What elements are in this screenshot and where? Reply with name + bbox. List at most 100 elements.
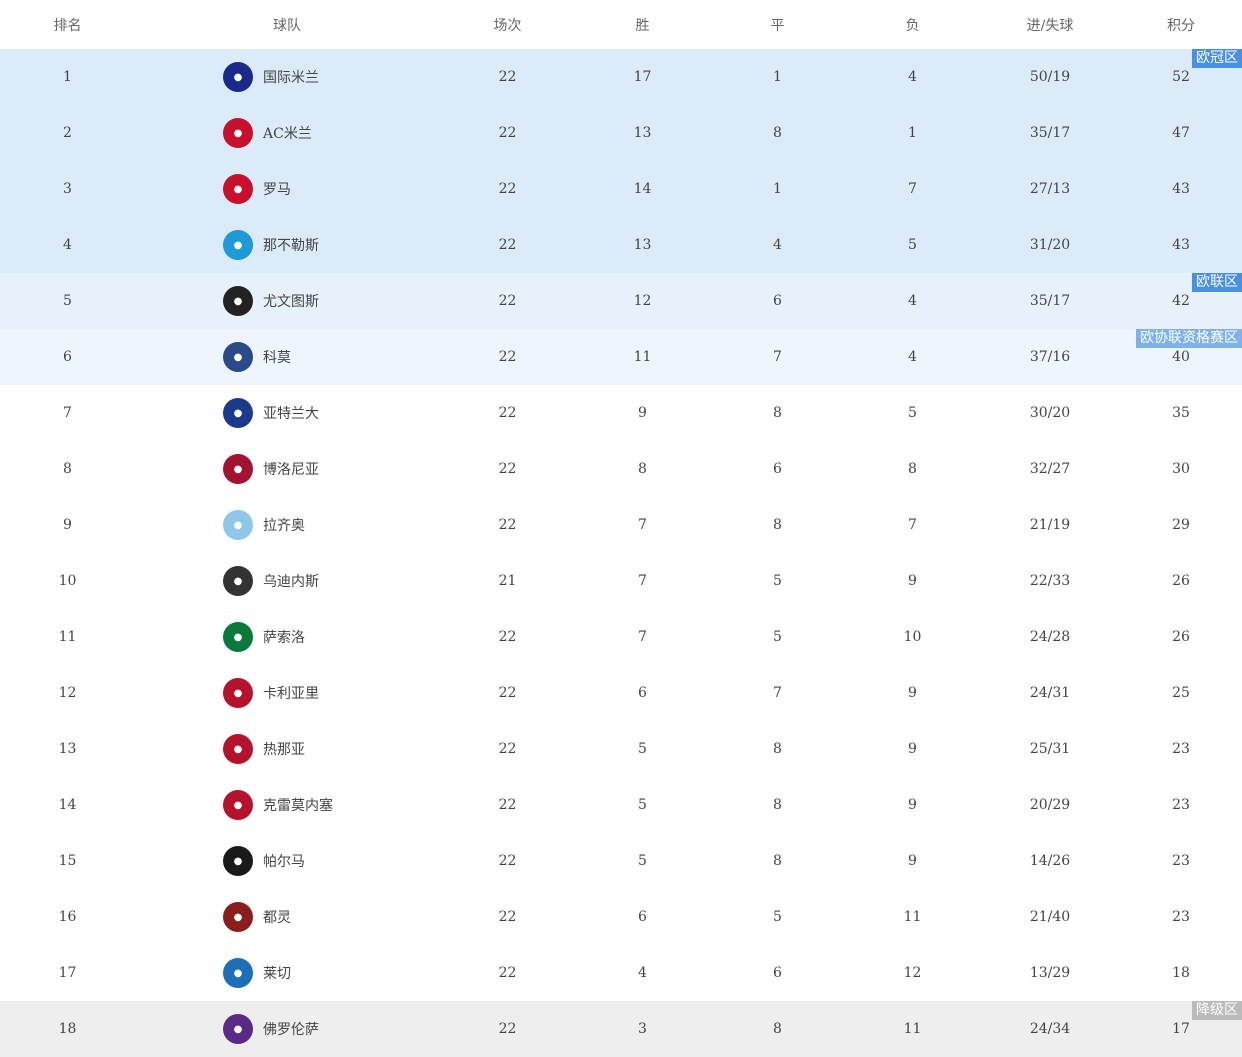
goals: 25/31 [1029, 741, 1071, 757]
rank: 17 [58, 965, 77, 981]
team-name: 卡利亚里 [263, 686, 319, 702]
points: 26 [1172, 629, 1190, 645]
rank: 14 [58, 797, 77, 813]
goals: 27/13 [1029, 181, 1071, 197]
team-logo-icon: ● [223, 734, 253, 764]
table-row[interactable]: 13 ● 热那亚 22 5 8 9 25/31 23 [0, 721, 1242, 777]
team-cell[interactable]: ● 热那亚 [135, 734, 440, 764]
goals: 30/20 [1029, 405, 1071, 421]
rank: 8 [63, 461, 72, 477]
rank: 12 [58, 685, 77, 701]
goals: 32/27 [1029, 461, 1071, 477]
table-row[interactable]: 5 ● 尤文图斯 22 12 6 4 35/17 42 欧联区 [0, 273, 1242, 329]
played: 22 [498, 237, 517, 253]
table-row[interactable]: 1 ● 国际米兰 22 17 1 4 50/19 52 欧冠区 [0, 49, 1242, 105]
won: 12 [633, 293, 652, 309]
lost: 11 [903, 1021, 922, 1037]
rank: 10 [58, 573, 77, 589]
points: 52 [1172, 69, 1190, 85]
goals: 13/29 [1029, 965, 1071, 981]
rank: 18 [58, 1021, 77, 1037]
drawn: 7 [773, 349, 782, 365]
table-row[interactable]: 11 ● 萨索洛 22 7 5 10 24/28 26 [0, 609, 1242, 665]
table-row[interactable]: 18 ● 佛罗伦萨 22 3 8 11 24/34 17 降级区 [0, 1001, 1242, 1057]
team-name: 亚特兰大 [263, 406, 319, 422]
team-cell[interactable]: ● 萨索洛 [135, 622, 440, 652]
table-row[interactable]: 8 ● 博洛尼亚 22 8 6 8 32/27 30 [0, 441, 1242, 497]
table-row[interactable]: 12 ● 卡利亚里 22 6 7 9 24/31 25 [0, 665, 1242, 721]
drawn: 5 [773, 573, 782, 589]
team-logo-icon: ● [223, 622, 253, 652]
lost: 7 [908, 181, 917, 197]
team-logo-icon: ● [223, 902, 253, 932]
rank: 16 [58, 909, 77, 925]
points: 30 [1172, 461, 1190, 477]
team-cell[interactable]: ● 国际米兰 [135, 62, 440, 92]
drawn: 5 [773, 629, 782, 645]
team-cell[interactable]: ● AC米兰 [135, 118, 440, 148]
drawn: 8 [773, 741, 782, 757]
points: 23 [1172, 853, 1190, 869]
played: 22 [498, 629, 517, 645]
team-cell[interactable]: ● 亚特兰大 [135, 398, 440, 428]
table-row[interactable]: 14 ● 克雷莫内塞 22 5 8 9 20/29 23 [0, 777, 1242, 833]
table-header: 排名 球队 场次 胜 平 负 进/失球 积分 [0, 0, 1242, 49]
team-cell[interactable]: ● 卡利亚里 [135, 678, 440, 708]
table-row[interactable]: 7 ● 亚特兰大 22 9 8 5 30/20 35 [0, 385, 1242, 441]
team-name: 那不勒斯 [263, 238, 319, 254]
team-cell[interactable]: ● 佛罗伦萨 [135, 1014, 440, 1044]
team-name: 罗马 [263, 182, 291, 198]
won: 11 [633, 349, 652, 365]
points: 43 [1172, 237, 1190, 253]
table-row[interactable]: 4 ● 那不勒斯 22 13 4 5 31/20 43 [0, 217, 1242, 273]
team-cell[interactable]: ● 那不勒斯 [135, 230, 440, 260]
won: 17 [633, 69, 652, 85]
header-won: 胜 [635, 17, 650, 34]
team-cell[interactable]: ● 罗马 [135, 174, 440, 204]
played: 22 [498, 909, 517, 925]
zone-badge: 降级区 [1192, 1001, 1242, 1020]
won: 7 [638, 517, 647, 533]
lost: 9 [908, 741, 917, 757]
goals: 35/17 [1029, 293, 1071, 309]
rank: 1 [63, 69, 72, 85]
table-row[interactable]: 3 ● 罗马 22 14 1 7 27/13 43 [0, 161, 1242, 217]
goals: 14/26 [1029, 853, 1071, 869]
points: 18 [1172, 965, 1190, 981]
won: 5 [638, 853, 647, 869]
table-row[interactable]: 15 ● 帕尔马 22 5 8 9 14/26 23 [0, 833, 1242, 889]
team-cell[interactable]: ● 莱切 [135, 958, 440, 988]
team-cell[interactable]: ● 博洛尼亚 [135, 454, 440, 484]
lost: 4 [908, 293, 917, 309]
team-cell[interactable]: ● 乌迪内斯 [135, 566, 440, 596]
header-drawn: 平 [770, 17, 785, 34]
won: 6 [638, 685, 647, 701]
won: 7 [638, 629, 647, 645]
team-cell[interactable]: ● 帕尔马 [135, 846, 440, 876]
team-cell[interactable]: ● 拉齐奥 [135, 510, 440, 540]
played: 22 [498, 853, 517, 869]
won: 13 [633, 237, 652, 253]
played: 22 [498, 1021, 517, 1037]
team-name: 热那亚 [263, 742, 305, 758]
lost: 1 [908, 125, 917, 141]
table-row[interactable]: 9 ● 拉齐奥 22 7 8 7 21/19 29 [0, 497, 1242, 553]
points: 23 [1172, 797, 1190, 813]
zone-badge: 欧联区 [1192, 273, 1242, 292]
table-row[interactable]: 10 ● 乌迪内斯 21 7 5 9 22/33 26 [0, 553, 1242, 609]
points: 40 [1172, 349, 1190, 365]
rank: 6 [63, 349, 72, 365]
header-lost: 负 [905, 17, 920, 34]
table-row[interactable]: 6 ● 科莫 22 11 7 4 37/16 40 欧协联资格赛区 [0, 329, 1242, 385]
team-cell[interactable]: ● 科莫 [135, 342, 440, 372]
team-cell[interactable]: ● 尤文图斯 [135, 286, 440, 316]
team-cell[interactable]: ● 都灵 [135, 902, 440, 932]
team-logo-icon: ● [223, 846, 253, 876]
played: 22 [498, 797, 517, 813]
team-cell[interactable]: ● 克雷莫内塞 [135, 790, 440, 820]
table-row[interactable]: 2 ● AC米兰 22 13 8 1 35/17 47 [0, 105, 1242, 161]
table-row[interactable]: 17 ● 莱切 22 4 6 12 13/29 18 [0, 945, 1242, 1001]
team-logo-icon: ● [223, 1014, 253, 1044]
table-row[interactable]: 16 ● 都灵 22 6 5 11 21/40 23 [0, 889, 1242, 945]
goals: 24/34 [1029, 1021, 1071, 1037]
